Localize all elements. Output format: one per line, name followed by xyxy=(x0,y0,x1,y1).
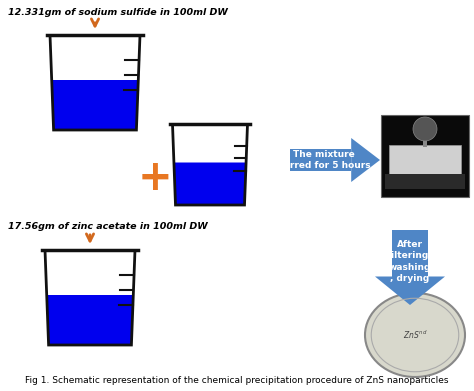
Text: 17.56gm of zinc acetate in 100ml DW: 17.56gm of zinc acetate in 100ml DW xyxy=(8,222,208,231)
Polygon shape xyxy=(351,138,380,182)
Ellipse shape xyxy=(365,293,465,377)
Text: The mixture
stirred for 5 hours: The mixture stirred for 5 hours xyxy=(277,150,371,170)
Polygon shape xyxy=(52,80,138,130)
Bar xyxy=(392,230,428,276)
Circle shape xyxy=(413,117,437,141)
Text: 12.331gm of sodium sulfide in 100ml DW: 12.331gm of sodium sulfide in 100ml DW xyxy=(8,8,228,17)
Polygon shape xyxy=(174,163,246,205)
Polygon shape xyxy=(375,276,445,305)
Text: +: + xyxy=(137,157,173,199)
Text: Fig 1. Schematic representation of the chemical precipitation procedure of ZnS n: Fig 1. Schematic representation of the c… xyxy=(25,376,449,385)
Bar xyxy=(290,149,351,171)
Bar xyxy=(389,145,461,179)
Text: $ZnS^{nd}$: $ZnS^{nd}$ xyxy=(403,329,427,341)
Text: After
filtering,
washing
, drying: After filtering, washing , drying xyxy=(388,240,432,283)
Bar xyxy=(381,115,469,197)
Bar xyxy=(385,174,465,189)
Bar xyxy=(423,119,427,147)
Polygon shape xyxy=(47,295,133,345)
